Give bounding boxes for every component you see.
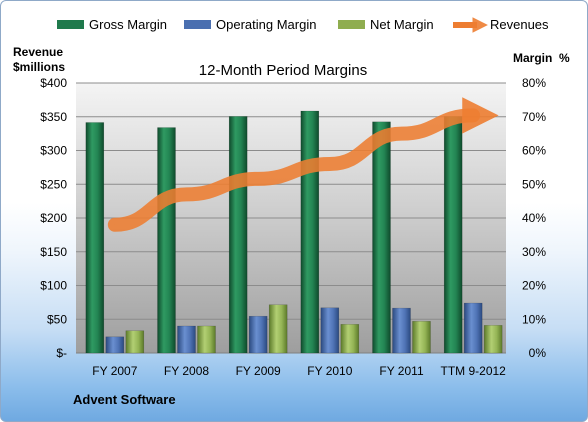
right-axis-ticks: 80% 70% 60% 50% 40% 30% 20% 10% 0% [522, 76, 546, 360]
net-margin-bar [268, 304, 288, 354]
gross-margin-bar [443, 116, 463, 354]
right-axis-title: Margin % [513, 51, 570, 65]
left-tick-label: $200 [40, 211, 67, 225]
right-tick-label: 30% [522, 245, 546, 259]
gross-margin-bar [228, 116, 248, 354]
gridlines [76, 82, 506, 320]
right-tick-label: 80% [522, 76, 546, 90]
left-tick-label: $250 [40, 177, 67, 191]
gross-margin-bar [372, 121, 391, 354]
net-margin-bar [197, 325, 216, 354]
category-label: FY 2010 [307, 364, 352, 378]
legend-swatch-net-margin [338, 20, 365, 29]
left-tick-label: $400 [40, 76, 67, 90]
left-axis-ticks: $400 $350 $300 $250 $200 $150 $100 $50 $- [40, 76, 67, 360]
net-margin-bar [125, 330, 145, 354]
legend-label-net-margin: Net Margin [370, 17, 434, 32]
revenue-line [107, 97, 499, 232]
left-tick-label: $350 [40, 110, 67, 124]
legend-label-operating-margin: Operating Margin [216, 17, 316, 32]
chart-title: 12-Month Period Margins [199, 62, 367, 79]
legend: Gross Margin Operating Margin Net Margin… [57, 17, 549, 33]
category-label: TTM 9-2012 [440, 364, 506, 378]
gross-margin-bar [157, 127, 176, 354]
operating-margin-bar [463, 302, 483, 354]
left-tick-label: $150 [40, 245, 67, 259]
revenue-series [107, 97, 499, 232]
gross-margin-bar [85, 122, 105, 354]
legend-swatch-operating-margin [184, 20, 211, 29]
operating-margin-bar [248, 315, 268, 354]
category-label: FY 2007 [92, 364, 137, 378]
left-tick-label: $300 [40, 144, 67, 158]
right-tick-label: 70% [522, 110, 546, 124]
operating-margin-bar [177, 325, 196, 354]
net-margin-bar [340, 324, 360, 354]
net-margin-bar [412, 321, 431, 354]
left-axis-title-units: $millions [13, 60, 65, 74]
company-label: Advent Software [73, 392, 176, 407]
right-tick-label: 20% [522, 279, 546, 293]
legend-label-gross-margin: Gross Margin [89, 17, 167, 32]
right-tick-label: 60% [522, 144, 546, 158]
right-tick-label: 50% [522, 177, 546, 191]
left-axis-title: Revenue [13, 45, 63, 59]
net-margin-bar [483, 325, 503, 354]
legend-label-revenues: Revenues [490, 17, 549, 32]
category-label: FY 2009 [236, 364, 281, 378]
left-tick-label: $100 [40, 279, 67, 293]
category-axis-labels: FY 2007 FY 2008 FY 2009 FY 2010 FY 2011 TTM 9… [92, 364, 506, 378]
gross-margin-bar [300, 110, 320, 354]
category-label: FY 2011 [379, 364, 424, 378]
left-tick-label: $- [56, 346, 67, 360]
operating-margin-bar [392, 307, 411, 354]
operating-margin-bar [320, 307, 340, 354]
right-tick-label: 10% [522, 312, 546, 326]
legend-swatch-gross-margin [57, 20, 84, 29]
right-tick-label: 0% [529, 346, 547, 360]
right-tick-label: 40% [522, 211, 546, 225]
operating-margin-bar [105, 336, 125, 354]
category-label: FY 2008 [164, 364, 209, 378]
left-tick-label: $50 [47, 312, 67, 326]
